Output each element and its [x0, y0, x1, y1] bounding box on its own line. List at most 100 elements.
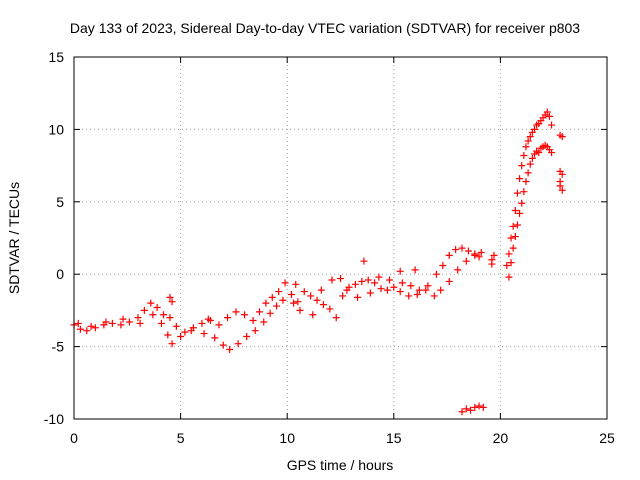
data-point	[488, 260, 496, 268]
data-point	[226, 345, 234, 353]
data-point	[273, 302, 281, 310]
data-point	[445, 251, 453, 259]
data-point	[177, 332, 185, 340]
data-point	[200, 330, 208, 338]
data-point	[439, 262, 447, 270]
data-point	[377, 285, 385, 293]
data-point	[405, 292, 413, 300]
data-point	[319, 301, 327, 309]
data-point	[125, 318, 133, 326]
data-point	[458, 244, 466, 252]
data-point	[134, 314, 142, 322]
data-point	[166, 293, 174, 301]
data-point	[168, 298, 176, 306]
data-point	[462, 405, 470, 413]
x-tick-label: 0	[70, 430, 78, 446]
data-point	[166, 314, 174, 322]
data-point	[528, 154, 536, 162]
data-point	[526, 133, 534, 141]
data-point	[339, 292, 347, 300]
data-point	[505, 250, 513, 258]
data-point	[251, 327, 259, 335]
data-point	[513, 189, 521, 197]
data-point	[232, 308, 240, 316]
data-point	[543, 108, 551, 116]
x-axis-label: GPS time / hours	[287, 457, 394, 473]
data-point	[76, 325, 84, 333]
data-point	[140, 306, 148, 314]
data-point	[524, 137, 532, 145]
data-point	[313, 296, 321, 304]
data-point	[215, 321, 223, 329]
data-point	[422, 286, 430, 294]
data-point	[507, 234, 515, 242]
data-point	[513, 221, 521, 229]
data-point	[520, 151, 528, 159]
data-point	[558, 133, 566, 141]
data-point	[407, 282, 415, 290]
data-point	[364, 276, 372, 284]
y-tick-label: 10	[48, 121, 64, 137]
data-point	[375, 273, 383, 281]
y-tick-label: 5	[56, 194, 64, 210]
data-point	[411, 266, 419, 274]
data-point	[475, 253, 483, 261]
data-point	[490, 251, 498, 259]
data-point	[147, 299, 155, 307]
data-point	[268, 293, 276, 301]
data-point	[296, 306, 304, 314]
data-point	[437, 286, 445, 294]
data-point	[479, 403, 487, 411]
data-point	[360, 257, 368, 265]
data-point	[522, 143, 530, 151]
data-point	[430, 292, 438, 300]
x-tick-label: 20	[493, 430, 509, 446]
tick-labels: 0 5 10 15 20 25 -10 -5 0 5 10 15	[44, 49, 615, 446]
data-point	[477, 248, 485, 256]
x-tick-label: 10	[279, 430, 295, 446]
data-point	[309, 311, 317, 319]
data-point	[354, 293, 362, 301]
data-point	[168, 340, 176, 348]
data-point	[243, 332, 251, 340]
data-point	[371, 279, 379, 287]
data-point	[507, 259, 515, 267]
data-point	[509, 244, 517, 252]
chart-title: Day 133 of 2023, Sidereal Day-to-day VTE…	[70, 20, 580, 36]
data-point	[83, 327, 91, 335]
data-point	[548, 149, 556, 157]
data-point	[102, 318, 110, 326]
data-point	[300, 288, 308, 296]
data-point	[531, 125, 539, 133]
data-point	[520, 188, 528, 196]
data-point	[281, 279, 289, 287]
data-point	[187, 327, 195, 335]
data-point	[511, 233, 519, 241]
data-point	[424, 282, 432, 290]
data-point	[454, 266, 462, 274]
data-point	[522, 178, 530, 186]
y-tick-label: -10	[44, 411, 64, 427]
axis-ticks	[73, 56, 608, 420]
data-point	[307, 292, 315, 300]
data-point	[467, 406, 475, 414]
x-tick-label: 25	[599, 430, 615, 446]
data-point	[471, 403, 479, 411]
data-point	[74, 319, 82, 327]
data-point	[153, 304, 161, 312]
grid-lines	[74, 57, 607, 419]
data-point	[279, 296, 287, 304]
data-point	[390, 283, 398, 291]
plot-frame	[73, 56, 608, 420]
data-point	[262, 299, 270, 307]
data-points	[70, 108, 566, 416]
data-point	[224, 314, 232, 322]
data-point	[275, 288, 283, 296]
data-point	[287, 290, 295, 298]
data-point	[332, 314, 340, 322]
data-point	[160, 311, 168, 319]
data-point	[328, 276, 336, 284]
data-point	[445, 277, 453, 285]
data-point	[294, 298, 302, 306]
